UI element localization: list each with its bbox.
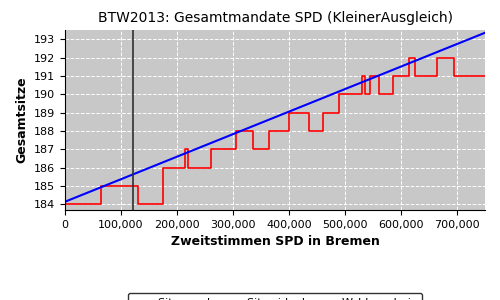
X-axis label: Zweitstimmen SPD in Bremen: Zweitstimmen SPD in Bremen (170, 235, 380, 248)
Legend: Sitze real, Sitze ideal, Wahlergebnis: Sitze real, Sitze ideal, Wahlergebnis (128, 293, 422, 300)
Title: BTW2013: Gesamtmandate SPD (KleinerAusgleich): BTW2013: Gesamtmandate SPD (KleinerAusgl… (98, 11, 452, 25)
Y-axis label: Gesamtsitze: Gesamtsitze (16, 77, 28, 163)
